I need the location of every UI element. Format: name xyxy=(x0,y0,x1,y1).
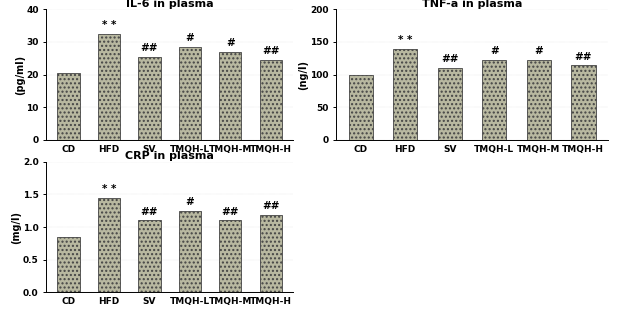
Bar xyxy=(98,34,120,140)
Bar xyxy=(482,60,507,140)
Y-axis label: (ng/l): (ng/l) xyxy=(299,60,308,90)
Bar xyxy=(98,198,120,292)
Text: ##: ## xyxy=(141,207,158,216)
Bar xyxy=(219,220,241,292)
Text: #: # xyxy=(226,38,234,48)
Text: * *: * * xyxy=(102,184,116,194)
Text: #: # xyxy=(490,46,499,56)
Text: ##: ## xyxy=(262,46,280,56)
Text: ##: ## xyxy=(441,54,458,64)
Bar xyxy=(179,47,201,140)
Bar xyxy=(571,66,595,140)
Bar xyxy=(260,60,282,140)
Text: #: # xyxy=(186,33,194,43)
Bar xyxy=(57,237,80,292)
Text: ##: ## xyxy=(262,201,280,211)
Title: TNF-a in plasma: TNF-a in plasma xyxy=(422,0,522,8)
Y-axis label: (pg/ml): (pg/ml) xyxy=(15,54,25,95)
Bar xyxy=(57,73,80,140)
Y-axis label: (mg/l): (mg/l) xyxy=(11,211,22,244)
Text: #: # xyxy=(534,46,543,56)
Title: CRP in plasma: CRP in plasma xyxy=(125,151,214,161)
Text: ##: ## xyxy=(141,43,158,53)
Bar xyxy=(138,220,160,292)
Title: IL-6 in plasma: IL-6 in plasma xyxy=(126,0,213,8)
Bar xyxy=(393,49,418,140)
Bar xyxy=(138,57,160,140)
Text: ##: ## xyxy=(574,52,592,62)
Bar xyxy=(260,215,282,292)
Bar xyxy=(179,211,201,292)
Bar xyxy=(526,60,551,140)
Bar xyxy=(349,75,373,140)
Bar xyxy=(437,68,462,140)
Text: #: # xyxy=(186,197,194,207)
Text: ##: ## xyxy=(222,207,239,216)
Text: * *: * * xyxy=(398,35,412,44)
Bar xyxy=(219,52,241,140)
Text: * *: * * xyxy=(102,20,116,30)
